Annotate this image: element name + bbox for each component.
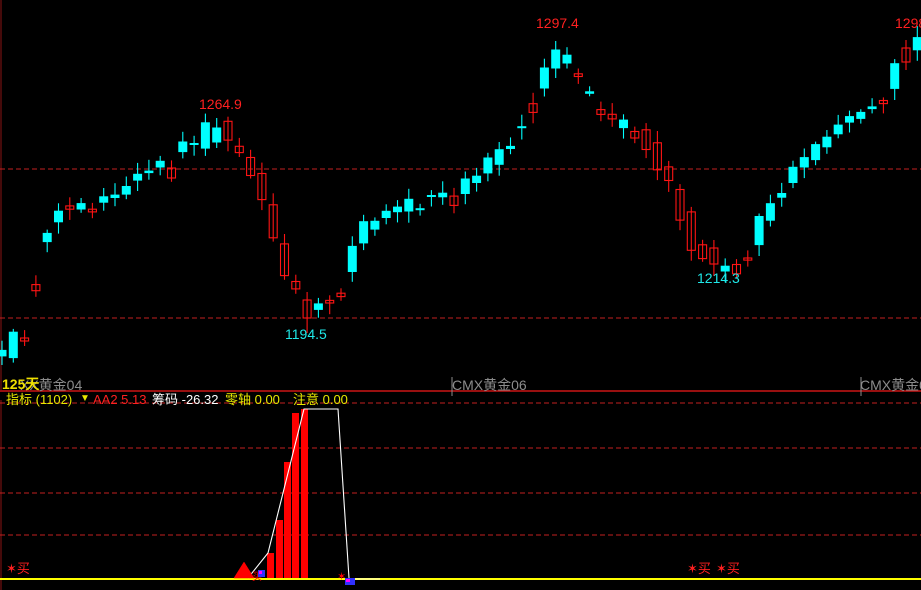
svg-text:✶: ✶ [337, 571, 346, 583]
